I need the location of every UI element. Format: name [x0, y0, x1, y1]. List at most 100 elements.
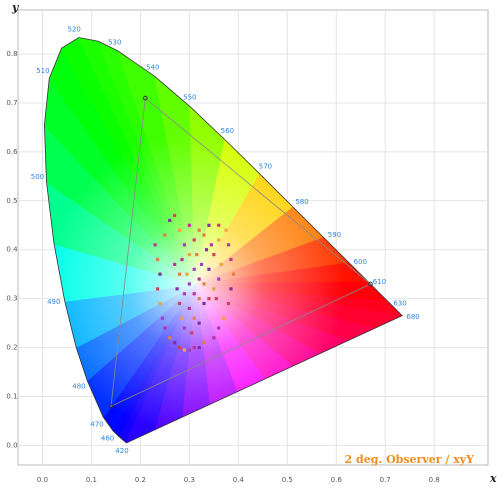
x-axis-label: x — [489, 472, 497, 485]
wavelength-label: 600 — [354, 258, 367, 266]
sample-point — [192, 345, 196, 350]
wavelength-label: 510 — [36, 67, 49, 75]
sample-point — [160, 316, 165, 320]
sample-point — [177, 301, 182, 306]
sample-point — [177, 272, 182, 276]
sample-point — [153, 243, 157, 247]
x-tick-label: 0.8 — [429, 476, 440, 484]
sample-point — [190, 331, 194, 335]
wavelength-label: 460 — [101, 435, 114, 443]
y-tick-label: 0.8 — [6, 50, 17, 58]
sample-point — [197, 277, 201, 281]
x-tick-label: 0.5 — [282, 476, 293, 484]
sample-point — [199, 262, 204, 267]
sample-point — [177, 345, 182, 350]
x-tick-label: 0.2 — [135, 476, 146, 484]
sample-point — [163, 326, 167, 330]
annotation: 2 deg. Observer / xyY — [345, 453, 475, 466]
sample-point — [197, 321, 201, 325]
wavelength-label: 470 — [90, 421, 103, 429]
x-tick-label: 0.7 — [380, 476, 391, 484]
x-tick-label: 0.3 — [184, 476, 195, 484]
sample-point — [182, 348, 187, 352]
wavelength-label: 630 — [393, 299, 406, 307]
x-tick-label: 0.0 — [37, 476, 48, 484]
sample-point — [177, 228, 182, 232]
sample-point — [212, 253, 216, 257]
sample-point — [180, 257, 184, 262]
wavelength-label: 480 — [72, 382, 85, 390]
sample-point — [155, 287, 160, 291]
gamut-vertex — [368, 281, 373, 287]
sample-point — [224, 228, 228, 232]
y-tick-label: 0.2 — [6, 344, 17, 352]
x-tick-label: 0.4 — [233, 476, 245, 484]
sample-point — [173, 341, 177, 345]
y-tick-label: 0.1 — [6, 393, 17, 401]
y-tick-label: 0.3 — [6, 295, 17, 303]
gamut-triangle — [110, 97, 372, 407]
y-tick-label: 0.5 — [6, 197, 17, 205]
wavelength-label: 570 — [259, 162, 272, 170]
y-axis-label: y — [11, 1, 20, 14]
sample-point — [214, 297, 218, 301]
sample-point — [197, 345, 201, 350]
y-tick-label: 0.7 — [6, 99, 17, 107]
sample-point — [185, 272, 189, 276]
sample-point — [163, 233, 167, 237]
sample-point — [219, 262, 223, 267]
sample-point — [217, 277, 221, 281]
sample-point — [192, 238, 196, 242]
x-tick-label: 0.6 — [331, 476, 343, 484]
sample-point — [231, 272, 236, 276]
spectral-locus — [43, 37, 403, 444]
sample-point — [182, 326, 187, 330]
sample-point — [192, 316, 196, 320]
sample-point — [212, 287, 216, 291]
y-tick-label: 0.6 — [6, 148, 18, 156]
y-tick-label: 0.0 — [6, 441, 17, 449]
sample-point — [187, 282, 191, 286]
sample-point — [226, 301, 231, 306]
sample-point — [217, 326, 221, 330]
sample-point — [187, 223, 191, 227]
wavelength-label: 500 — [31, 173, 44, 181]
sample-point — [226, 243, 231, 247]
sample-point — [192, 292, 196, 296]
sample-point — [202, 233, 206, 237]
sample-point — [187, 253, 191, 257]
wavelength-label: 560 — [221, 127, 234, 135]
sample-point — [202, 301, 206, 306]
sample-point — [197, 228, 201, 232]
wavelength-label: 420 — [115, 447, 128, 455]
sample-point — [207, 267, 211, 271]
sample-point — [212, 336, 216, 340]
sample-point — [155, 257, 160, 262]
sample-point — [168, 218, 172, 222]
sample-point — [222, 316, 226, 320]
sample-point — [168, 336, 172, 340]
sample-point — [209, 243, 213, 247]
gamut-vertex — [108, 403, 114, 409]
wavelength-label: 540 — [146, 64, 159, 72]
sample-point — [158, 301, 162, 306]
sample-point — [175, 287, 179, 291]
sample-point — [229, 287, 233, 291]
sample-point — [192, 267, 196, 271]
sample-point — [173, 213, 177, 218]
sample-point — [202, 282, 206, 286]
sample-point — [217, 223, 221, 227]
sample-point — [180, 316, 184, 320]
x-tick-label: 0.1 — [86, 476, 97, 484]
sample-point — [197, 297, 201, 301]
sample-point — [202, 341, 206, 345]
sample-point — [207, 297, 211, 301]
wavelength-label: 680 — [406, 313, 419, 321]
sample-point — [158, 272, 162, 276]
sample-point — [207, 223, 211, 227]
y-tick-label: 0.4 — [6, 246, 18, 254]
sample-point — [217, 238, 221, 242]
sample-point — [195, 253, 199, 257]
